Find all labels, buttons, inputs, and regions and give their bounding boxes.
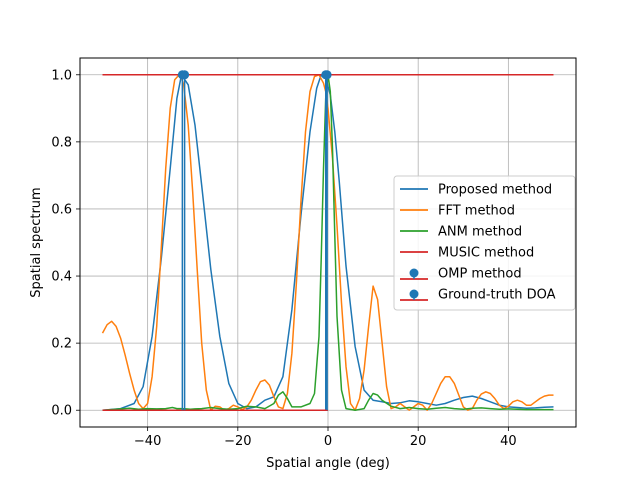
legend-label: Proposed method: [438, 183, 552, 198]
legend-swatch-marker: [409, 289, 419, 299]
y-tick-label: 0.6: [51, 202, 72, 217]
legend-entry: OMP method: [400, 267, 522, 282]
stem-marker-ground-truth-doa: [180, 70, 190, 80]
x-tick-label: −40: [134, 434, 161, 449]
legend-entry: Ground-truth DOA: [400, 288, 556, 303]
legend-label: Ground-truth DOA: [438, 288, 556, 303]
plot-area: [101, 70, 554, 411]
series-line-proposed-method: [102, 74, 554, 411]
legend-label: FFT method: [438, 204, 515, 219]
legend-entry: ANM method: [400, 225, 522, 240]
x-tick-label: 20: [410, 434, 427, 449]
legend-label: OMP method: [438, 267, 522, 282]
x-axis-label: Spatial angle (deg): [266, 456, 390, 471]
stem-marker-ground-truth-doa: [322, 70, 332, 80]
x-tick-label: 40: [500, 434, 517, 449]
legend-entry: MUSIC method: [400, 246, 534, 261]
x-tick-label: 0: [324, 434, 332, 449]
y-axis-ticks: 0.0 0.2 0.4 0.6 0.8 1.0: [51, 68, 80, 419]
x-axis-ticks: −40 −20 0 20 40: [134, 427, 517, 449]
legend-entry: FFT method: [400, 204, 515, 219]
legend: Proposed method FFT method ANM method MUSIC…: [393, 175, 576, 311]
x-tick-label: −20: [224, 434, 251, 449]
y-tick-label: 1.0: [51, 68, 72, 83]
legend-entry: Proposed method: [400, 183, 552, 198]
y-tick-label: 0.4: [51, 270, 72, 285]
y-tick-label: 0.2: [51, 337, 72, 352]
legend-swatch-marker: [409, 268, 419, 278]
legend-label: MUSIC method: [438, 246, 534, 261]
legend-box: [393, 175, 576, 311]
y-axis-label: Spatial spectrum: [29, 187, 44, 297]
y-tick-label: 0.8: [51, 135, 72, 150]
y-tick-label: 0.0: [51, 404, 72, 419]
legend-label: ANM method: [438, 225, 522, 240]
